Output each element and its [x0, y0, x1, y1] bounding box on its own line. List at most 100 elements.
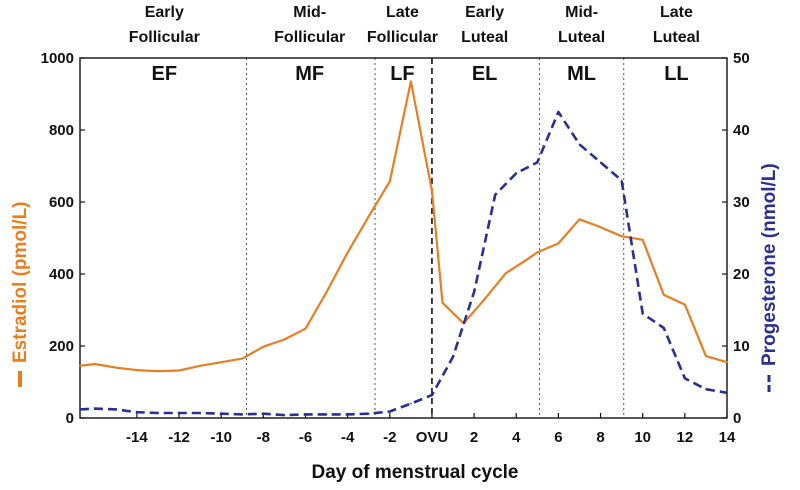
- series-point-estradiol-1: [93, 363, 96, 365]
- phase-label-line1-1: Mid-: [293, 4, 326, 21]
- series-point-progesterone-26: [620, 179, 623, 182]
- left-axis-title-group: Estradiol (pmol/L): [10, 202, 31, 387]
- y-left-tick-label-3: 600: [49, 194, 74, 211]
- phase-label-line2-4: Luteal: [558, 29, 605, 46]
- right-axis-title-group: Progesterone (nmol/L): [759, 163, 780, 392]
- x-tick-label-7: OVU: [416, 429, 449, 446]
- series-point-estradiol-10: [283, 338, 286, 341]
- series-point-estradiol-18: [441, 302, 444, 304]
- plot-frame: [79, 57, 728, 419]
- series-point-progesterone-27: [641, 312, 644, 315]
- series-point-progesterone-19: [473, 291, 475, 293]
- series-point-estradiol-20: [483, 298, 486, 301]
- x-tick-label-12: 10: [634, 429, 651, 446]
- y-left-tick-label-4: 800: [49, 122, 74, 139]
- series-point-estradiol-11: [304, 327, 307, 330]
- series-point-progesterone-4: [157, 412, 159, 414]
- y-right-tick-label-3: 30: [733, 194, 750, 211]
- x-tick-label-0: -14: [126, 429, 148, 446]
- series-point-progesterone-13: [346, 413, 349, 416]
- series-point-estradiol-13: [346, 251, 349, 254]
- x-tick-label-3: -8: [257, 429, 270, 446]
- series-line-progesterone: [79, 110, 728, 417]
- series-point-progesterone-16: [410, 402, 412, 405]
- series-point-estradiol-21: [504, 272, 507, 275]
- series-point-progesterone-23: [557, 111, 560, 113]
- phase-label-line2-1: Follicular: [274, 29, 345, 46]
- axes: -14 -12 -10 -8 -6 -4 -2 OVU 2 4 6 8 10 12 140200400600…: [41, 50, 750, 446]
- series-point-progesterone-21: [515, 172, 518, 174]
- x-axis-title: Day of menstrual cycle: [312, 462, 519, 483]
- phase-label-line2-5: Luteal: [653, 29, 700, 46]
- series-point-progesterone-1: [93, 407, 96, 410]
- series-point-progesterone-8: [241, 413, 244, 416]
- series-point-estradiol-22: [525, 258, 528, 261]
- series-point-progesterone-22: [536, 161, 539, 164]
- phase-label-line2-2: Follicular: [367, 29, 438, 46]
- series-point-progesterone-25: [599, 161, 602, 164]
- x-tick-label-6: -2: [383, 429, 396, 446]
- series-point-progesterone-24: [578, 143, 581, 146]
- series-point-estradiol-25: [578, 218, 581, 221]
- x-tick-label-8: 2: [470, 429, 478, 446]
- series-point-progesterone-15: [389, 410, 391, 413]
- series-point-estradiol-6: [199, 365, 201, 367]
- y-right-tick-label-0: 0: [733, 410, 741, 427]
- series-point-progesterone-29: [684, 377, 686, 380]
- y-left-tick-label-1: 200: [49, 338, 74, 355]
- series-point-estradiol-16: [410, 80, 412, 83]
- series-point-estradiol-4: [157, 370, 159, 373]
- x-tick-label-11: 8: [596, 429, 604, 446]
- series-layer: [79, 80, 728, 417]
- phase-label-line1-0: Early: [145, 4, 184, 21]
- y-right-tick-label-4: 40: [733, 122, 750, 139]
- x-tick-label-14: 14: [719, 429, 736, 446]
- series-point-progesterone-17: [431, 394, 433, 396]
- series-point-estradiol-12: [325, 291, 328, 293]
- series-point-progesterone-5: [178, 412, 180, 414]
- y-right-tick-label-1: 10: [733, 338, 750, 355]
- phase-abbr-4: ML: [567, 63, 596, 85]
- series-point-estradiol-2: [115, 366, 117, 369]
- y-right-tick-label-5: 50: [733, 50, 750, 67]
- series-point-estradiol-31: [705, 355, 707, 357]
- phase-boundaries: [245, 58, 625, 418]
- series-point-progesterone-14: [367, 412, 370, 415]
- series-point-progesterone-2: [115, 408, 117, 411]
- series-point-estradiol-15: [389, 180, 391, 183]
- series-point-progesterone-11: [304, 413, 307, 416]
- phase-label-line2-3: Luteal: [461, 29, 508, 46]
- series-point-estradiol-5: [178, 369, 180, 372]
- series-point-estradiol-30: [684, 303, 686, 306]
- x-tick-label-10: 6: [554, 429, 562, 446]
- series-point-progesterone-28: [662, 327, 665, 329]
- series-point-estradiol-8: [241, 357, 244, 360]
- left-axis-title: Estradiol (pmol/L): [10, 202, 31, 364]
- series-point-estradiol-29: [662, 294, 665, 296]
- series-point-progesterone-18: [452, 356, 454, 358]
- phase-labels: Early Follicular EF Mid- Follicular MF Late Fol…: [129, 4, 700, 85]
- series-point-progesterone-6: [199, 412, 201, 414]
- series-point-progesterone-20: [494, 194, 496, 196]
- series-point-progesterone-30: [705, 388, 707, 391]
- phase-abbr-1: MF: [295, 63, 324, 85]
- phase-label-line1-2: Late: [386, 4, 419, 21]
- series-point-progesterone-12: [325, 413, 328, 416]
- series-point-progesterone-3: [136, 411, 138, 414]
- y-right-tick-label-2: 20: [733, 266, 750, 283]
- y-left-tick-label-5: 1000: [41, 50, 74, 67]
- series-point-progesterone-9: [262, 412, 265, 415]
- series-point-progesterone-31: [726, 392, 728, 394]
- x-tick-label-9: 4: [512, 429, 521, 446]
- phase-label-line2-0: Follicular: [129, 29, 200, 46]
- series-point-estradiol-3: [136, 369, 138, 371]
- series-point-progesterone-7: [220, 412, 223, 415]
- x-tick-label-5: -4: [341, 429, 355, 446]
- right-axis-title: Progesterone (nmol/L): [759, 163, 780, 366]
- phase-label-line1-4: Mid-: [565, 4, 598, 21]
- series-point-estradiol-14: [367, 215, 370, 218]
- y-left-tick-label-2: 400: [49, 266, 74, 283]
- x-tick-label-1: -12: [168, 429, 190, 446]
- series-point-estradiol-9: [262, 345, 265, 348]
